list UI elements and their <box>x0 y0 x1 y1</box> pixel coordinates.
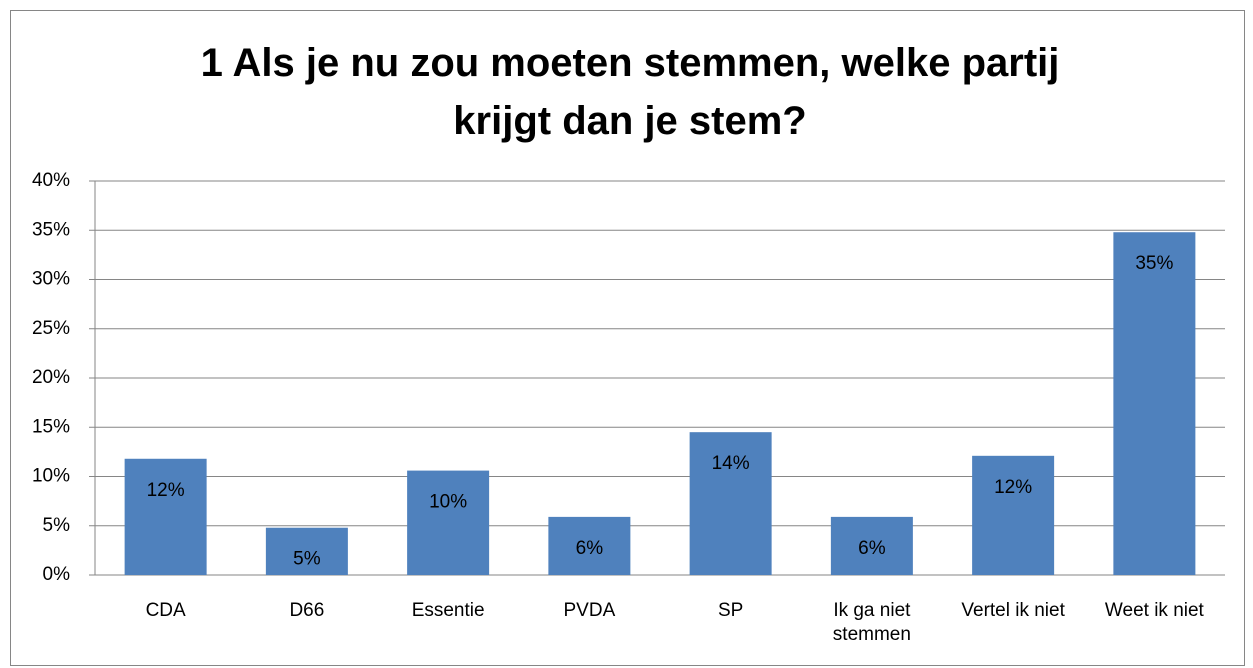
bar <box>1113 232 1196 575</box>
bar <box>548 516 631 575</box>
x-tick-label: PVDA <box>563 600 616 621</box>
y-tick-label: 5% <box>43 515 71 536</box>
chart-border <box>10 10 1245 666</box>
bar <box>265 527 348 575</box>
y-tick-label: 35% <box>32 219 70 240</box>
value-label: 6% <box>576 538 604 559</box>
y-tick-label: 15% <box>32 416 70 437</box>
x-tick-label: CDA <box>145 600 186 621</box>
bar <box>407 470 490 575</box>
bar <box>972 455 1055 575</box>
bar <box>124 458 207 575</box>
y-tick-label: 30% <box>32 269 70 290</box>
value-label: 12% <box>994 477 1032 498</box>
value-label: 14% <box>712 453 750 474</box>
x-tick-label: SP <box>717 600 744 621</box>
value-label: 6% <box>858 538 886 559</box>
bar <box>830 516 913 575</box>
value-label: 5% <box>293 549 321 570</box>
x-tick-label: D66 <box>289 600 325 621</box>
y-tick-label: 25% <box>32 318 70 339</box>
x-tick-label: Weet ik niet <box>1104 600 1204 621</box>
value-label: 10% <box>429 492 467 513</box>
y-tick-label: 40% <box>32 170 70 191</box>
x-tick-label: Ik ga niet stemmen <box>832 600 911 645</box>
y-tick-label: 0% <box>43 564 71 585</box>
x-tick-label: Essentie <box>411 600 485 621</box>
value-label: 35% <box>1135 253 1173 274</box>
bar <box>689 432 772 575</box>
y-tick-label: 10% <box>32 466 70 487</box>
x-tick-label: Vertel ik niet <box>961 600 1065 621</box>
y-tick-label: 20% <box>32 367 70 388</box>
chart-title: 1 Als je nu zou moeten stemmen, welke pa… <box>200 41 1060 143</box>
value-label: 12% <box>147 480 185 501</box>
